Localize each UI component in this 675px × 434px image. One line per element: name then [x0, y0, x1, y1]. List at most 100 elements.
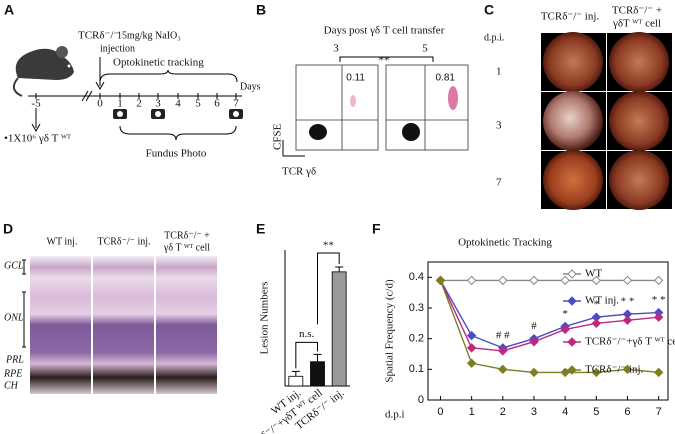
marker: [466, 343, 477, 353]
x-tick-label: 1: [469, 406, 475, 418]
legend-label: WT: [585, 268, 602, 280]
strain: TCRδ⁻/⁻: [78, 30, 119, 42]
flow-plot: [295, 64, 469, 151]
row-header: d.p.i.: [484, 32, 504, 43]
x-axis-label: d.p.i: [385, 409, 405, 421]
legend-label: WT inj.: [585, 295, 619, 307]
y-axis-label: Spatial Frequency (c/d): [384, 279, 396, 383]
column-header: TCRδ⁻/⁻ +: [164, 230, 210, 241]
column-header: γδT ᵂᵀ cell: [612, 18, 661, 30]
day-label: 3: [333, 43, 339, 55]
axis-break: [81, 90, 93, 102]
annotation: **: [323, 240, 334, 252]
timeline-label: 6: [214, 98, 220, 110]
flow-title: Days post γδ T cell transfer: [324, 25, 445, 37]
row-label: 7: [496, 177, 502, 189]
error-bar: [291, 370, 300, 377]
row-label: 1: [496, 66, 502, 78]
timeline-label: 7: [233, 98, 239, 110]
brace: [99, 69, 238, 83]
marker: [529, 337, 539, 347]
bar: [310, 361, 325, 387]
error-bar: [313, 353, 322, 362]
timeline-label: 4: [175, 98, 181, 110]
annotation: * *: [652, 294, 666, 306]
fundus-images: [541, 32, 672, 210]
legend-label: TCRδ⁻/⁻ inj.: [585, 364, 644, 376]
transfer-label: •1X10⁶ γδ T ᵂᵀ: [4, 133, 71, 145]
row-label: 3: [496, 120, 502, 132]
x-tick-label: 7: [656, 406, 662, 418]
layer-label: CH: [4, 380, 19, 391]
marker: [529, 367, 539, 378]
panel-label: B: [256, 2, 266, 18]
timeline-label: 1: [117, 98, 123, 110]
annotation: *: [594, 299, 600, 311]
flow-y-axis: CFSE: [272, 123, 284, 150]
marker: [466, 330, 477, 341]
marker: [622, 364, 633, 375]
marker: [653, 275, 664, 286]
timeline-label: 2: [136, 98, 142, 110]
timeline-label: 0: [97, 98, 103, 110]
series-line: [439, 280, 659, 374]
layer-label: PRL: [5, 354, 24, 365]
y-tick-label: 0.2: [409, 333, 424, 345]
legend-marker: [567, 269, 577, 279]
histology-images: [30, 256, 217, 394]
column-header: WT inj.: [47, 236, 78, 247]
injection: injection: [100, 43, 135, 54]
x-tick-label: 5: [593, 406, 599, 418]
percentage: 0.81: [436, 73, 456, 84]
flow-events: [309, 86, 458, 141]
flow-x-axis: TCR γδ: [282, 166, 316, 178]
annotation: n.s.: [299, 328, 315, 340]
bar: [331, 271, 347, 387]
bar: [288, 375, 304, 387]
marker: [466, 275, 477, 286]
marker: [498, 346, 508, 356]
x-tick-label: 4: [562, 406, 568, 418]
bracket: [295, 341, 318, 369]
marker: [653, 367, 664, 378]
marker: [435, 275, 446, 286]
arrow-head: [31, 123, 41, 133]
marker: [560, 324, 570, 335]
panel-label: E: [256, 221, 265, 237]
series-line: [439, 280, 659, 349]
day-label: 5: [422, 43, 428, 55]
layer-label: RPE: [3, 368, 22, 379]
panel-label: D: [3, 221, 13, 237]
y-tick-label: 0: [418, 394, 424, 406]
timeline-label: 5: [195, 98, 201, 110]
y-tick-label: 0.3: [409, 302, 424, 314]
layer-brackets: [22, 259, 26, 348]
column-header: γδ T ᵂᵀ cell: [163, 242, 210, 253]
marker: [498, 275, 508, 286]
brace: [119, 125, 237, 141]
y-tick-label: 0.4: [409, 271, 424, 283]
layer-label: GCL: [4, 260, 24, 271]
legend-marker: [567, 296, 577, 306]
treatment: 15mg/kg NaIO₃: [117, 30, 181, 41]
legend-marker: [567, 365, 577, 375]
series-line: [439, 280, 659, 352]
layer-label: ONL: [4, 312, 24, 323]
annotation: # #: [496, 329, 510, 341]
annotation: *: [562, 308, 568, 320]
marker: [591, 318, 602, 329]
arrow-head: [95, 81, 105, 91]
panel-label: C: [484, 2, 494, 18]
marker: [591, 275, 602, 286]
mouse-icon: [12, 46, 74, 97]
marker: [466, 358, 477, 368]
x-tick-label: 2: [500, 406, 506, 418]
percentage: 0.11: [346, 73, 365, 84]
marker: [560, 275, 570, 286]
significance: **: [379, 55, 390, 67]
camera-icons: [113, 109, 243, 119]
bracket: [339, 56, 434, 62]
bracket: [317, 252, 340, 325]
panel-label: A: [4, 2, 14, 18]
